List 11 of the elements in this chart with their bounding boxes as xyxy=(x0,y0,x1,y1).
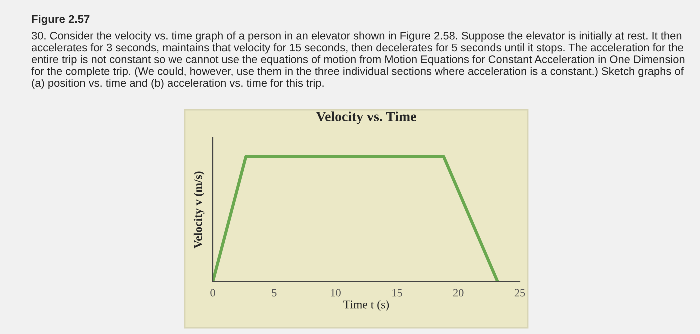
x-tick-label: 15 xyxy=(392,289,402,297)
x-tick-label: 10 xyxy=(331,289,341,297)
x-tick-label: 5 xyxy=(272,289,277,297)
x-tick-label: 20 xyxy=(454,289,464,297)
x-axis-title: Time t (s) xyxy=(344,300,390,312)
y-axis-title: Velocity v (m/s) xyxy=(194,172,205,249)
caption: Figure 2.57 xyxy=(32,15,90,26)
x-tick-label: 25 xyxy=(514,289,526,297)
x-tick-label: 0 xyxy=(210,289,216,297)
chart-title: Velocity vs. Time xyxy=(316,112,416,124)
text: 30. Consider the velocity vs. time graph of a person in an elevator shown in Figure 2.58. Suppose the elevator is initially at rest. It then accelerates for 3 seconds, maintains that velocity for 15 seconds, then decelerates for 5 seconds until it stops. The acceleration for the entire trip is not constant so we cannot use the equations of motion from Motion Equations for Constant Acceleration in One Dimension for the complete trip. (We could, however, use them in the three individual sections where acceleration is a constant.) Sketch graphs of (a) position vs. time and (b) acceleration vs. time for this trip. xyxy=(32,32,685,90)
